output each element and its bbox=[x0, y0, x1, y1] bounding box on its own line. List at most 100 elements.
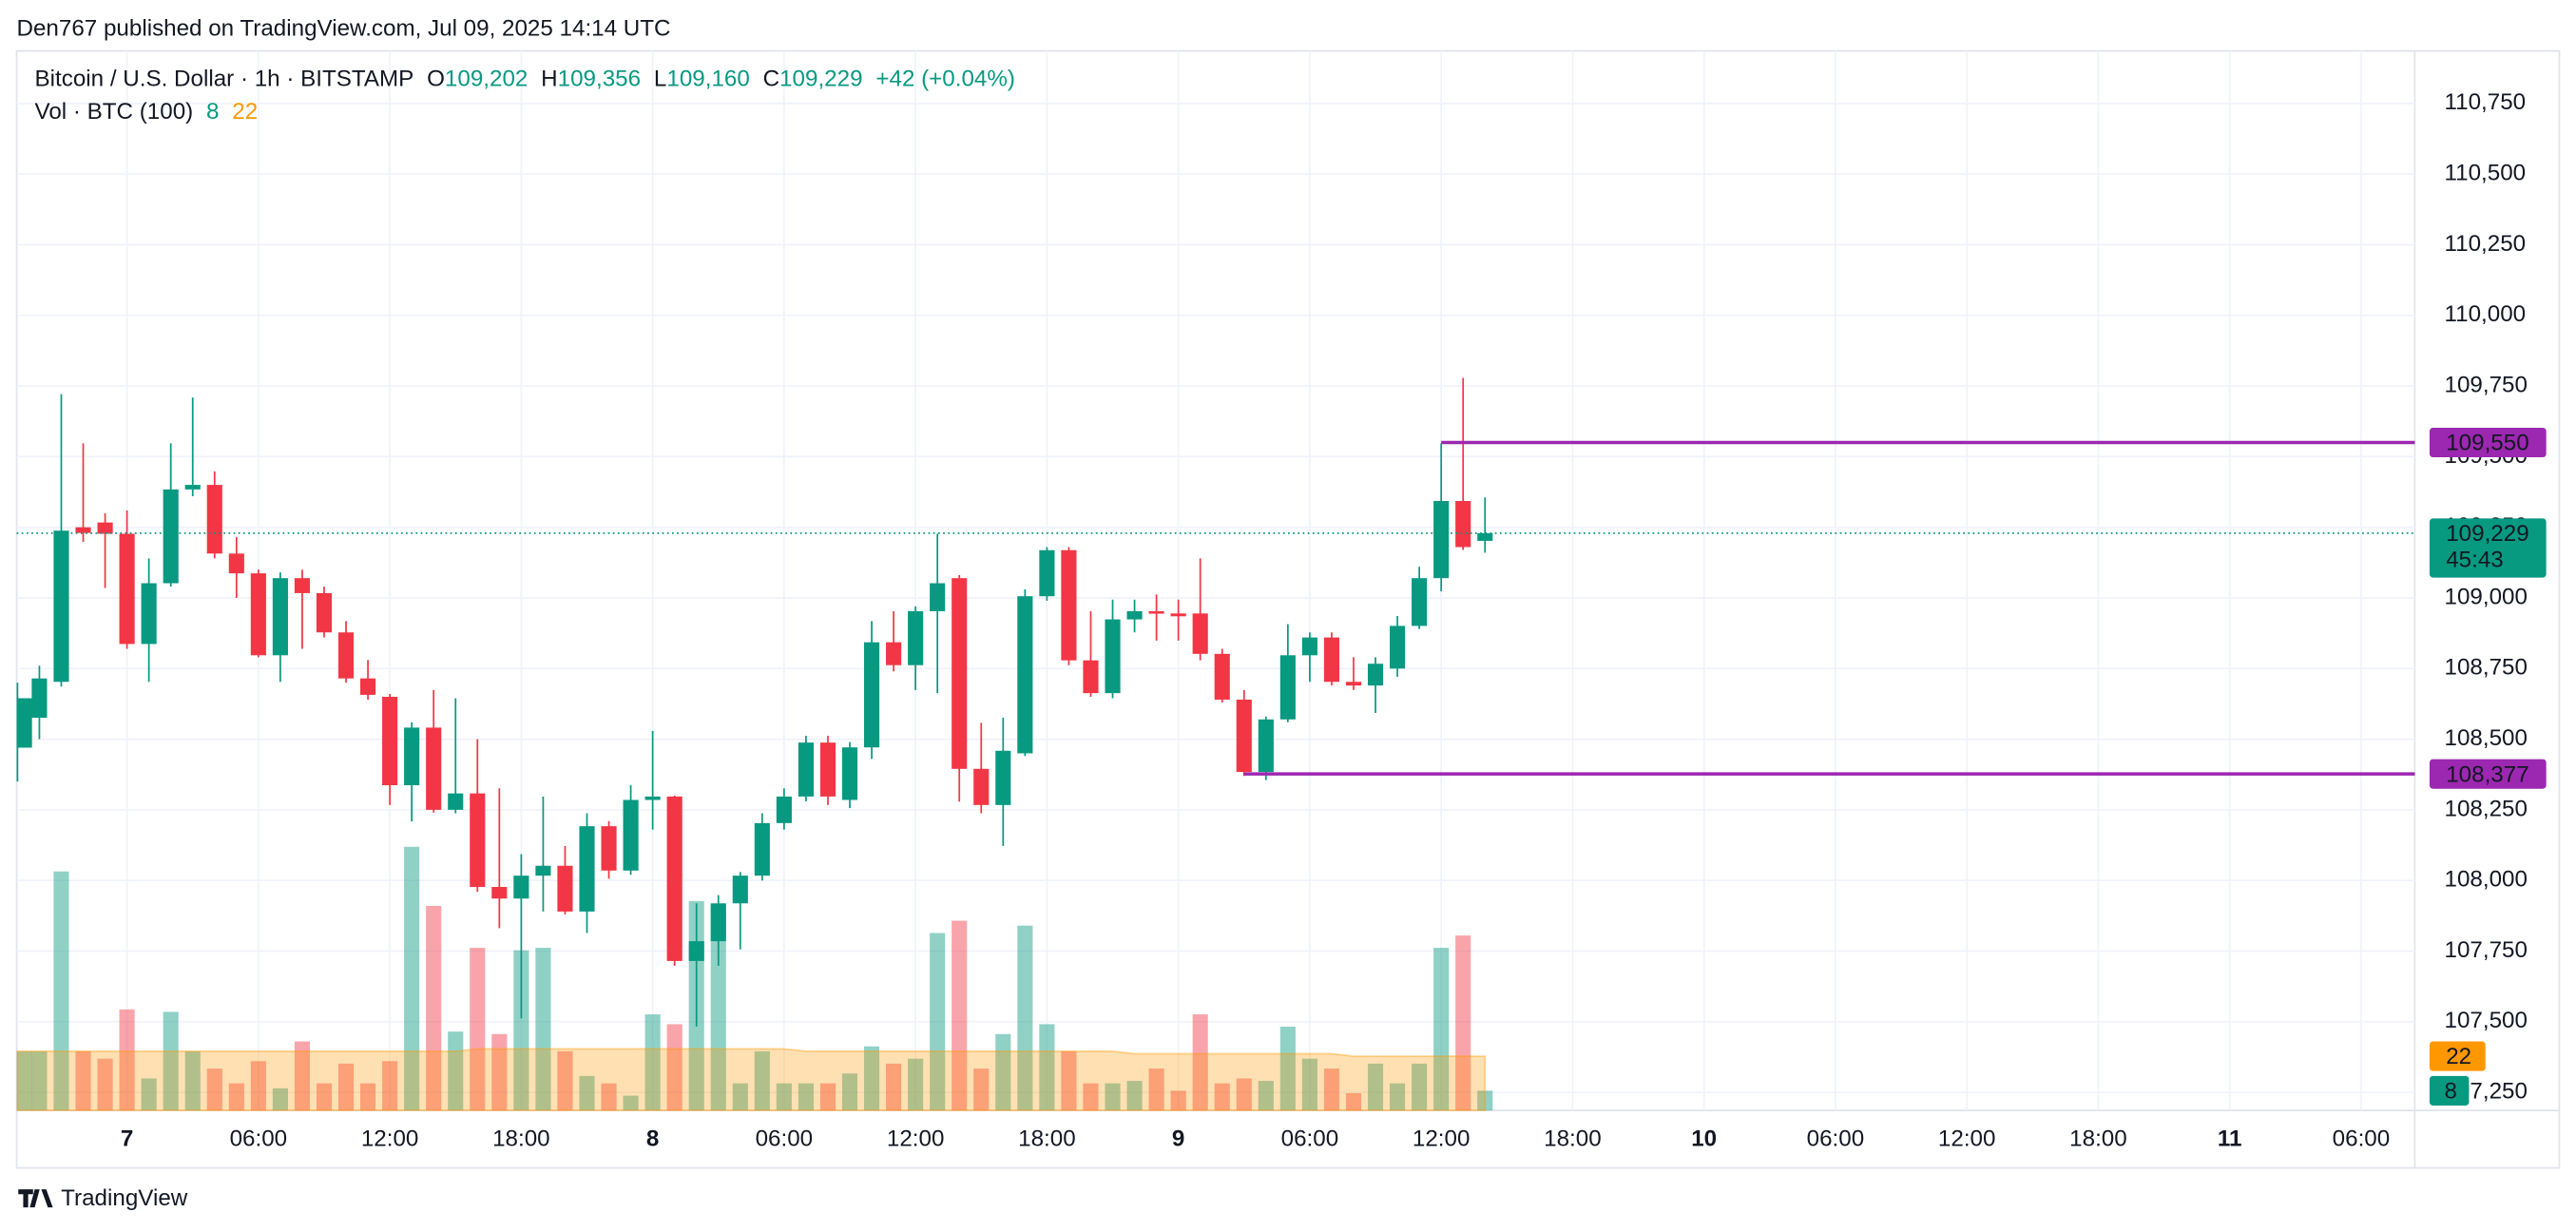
candle-body bbox=[732, 876, 748, 904]
x-tick-label: 18:00 bbox=[2069, 1126, 2127, 1152]
candle-body bbox=[75, 527, 91, 533]
candle-body bbox=[841, 747, 858, 800]
candle-body bbox=[1323, 637, 1340, 683]
candle-body bbox=[337, 632, 355, 679]
candle-body bbox=[163, 489, 179, 584]
volume-bar bbox=[886, 1063, 902, 1111]
candle-body bbox=[360, 678, 376, 695]
volume-bar bbox=[666, 1024, 682, 1111]
h-label: H bbox=[541, 67, 557, 92]
candle-body bbox=[1192, 613, 1208, 654]
candle-body bbox=[623, 799, 639, 871]
candle-body bbox=[601, 826, 617, 871]
candle-body bbox=[491, 887, 508, 899]
candle-body bbox=[97, 522, 113, 534]
brand-name: TradingView bbox=[61, 1185, 188, 1211]
candle-body bbox=[908, 610, 924, 665]
volume-bar bbox=[1323, 1068, 1340, 1111]
candle-body bbox=[184, 485, 201, 490]
volume-bar bbox=[97, 1058, 113, 1111]
candle-body bbox=[31, 678, 48, 718]
o-value: 109,202 bbox=[445, 67, 528, 92]
volume-tag bbox=[2429, 1075, 2470, 1106]
volume-bar bbox=[448, 1031, 464, 1111]
candle-body bbox=[448, 793, 464, 810]
x-tick-label: 18:00 bbox=[492, 1126, 550, 1152]
volume-bar bbox=[819, 1083, 836, 1111]
volume-bar bbox=[294, 1041, 311, 1111]
volume-bar bbox=[337, 1063, 355, 1111]
candle-body bbox=[53, 530, 69, 683]
candle-body bbox=[798, 742, 814, 797]
volume-ma-area bbox=[16, 1048, 1487, 1111]
candle-body bbox=[535, 865, 551, 876]
last-price-tag bbox=[2429, 518, 2547, 578]
candle-body bbox=[688, 941, 704, 961]
candle-body bbox=[404, 727, 420, 786]
candle-body bbox=[579, 826, 595, 912]
volume-bar bbox=[1083, 1083, 1099, 1111]
candle-body bbox=[1433, 501, 1450, 579]
candle-body bbox=[119, 533, 135, 645]
volume-bar bbox=[16, 1050, 32, 1111]
x-tick-label: 06:00 bbox=[230, 1126, 288, 1152]
candle-body bbox=[710, 903, 726, 942]
candle-body bbox=[557, 865, 573, 912]
legend: Bitcoin / U.S. Dollar · 1h · BITSTAMP O10… bbox=[35, 67, 1015, 125]
volume-bar bbox=[952, 920, 968, 1111]
candle-body bbox=[1105, 619, 1121, 694]
x-tick-label: 18:00 bbox=[1018, 1126, 1076, 1152]
y-tick-label: 110,000 bbox=[2445, 301, 2527, 327]
countdown: 45:43 bbox=[2446, 548, 2504, 573]
candle-body bbox=[1279, 655, 1296, 720]
candle-body bbox=[644, 796, 661, 800]
candle-body bbox=[141, 583, 157, 645]
y-tick-label: 109,000 bbox=[2445, 584, 2528, 609]
candle-body bbox=[1039, 549, 1055, 597]
y-tick-label: 108,250 bbox=[2445, 796, 2528, 821]
volume-bar bbox=[1214, 1083, 1230, 1111]
volume-bar bbox=[31, 1050, 48, 1111]
y-tick-label: 108,500 bbox=[2445, 725, 2528, 751]
y-tick-label: 110,750 bbox=[2445, 89, 2527, 115]
volume-bar bbox=[1345, 1092, 1362, 1111]
candle-body bbox=[1455, 501, 1471, 548]
volume-bar bbox=[1061, 1050, 1077, 1111]
volume-legend: Vol · BTC (100) 8 22 bbox=[35, 100, 259, 125]
candle-body bbox=[886, 642, 902, 665]
candle-body bbox=[930, 583, 946, 611]
candle-body bbox=[426, 727, 442, 810]
volume-bar bbox=[1126, 1081, 1143, 1111]
volume-bar bbox=[1367, 1063, 1384, 1111]
volume-ma-axis-label: 22 bbox=[2446, 1044, 2471, 1069]
candle-body bbox=[1170, 613, 1186, 617]
brand-logo bbox=[18, 1189, 53, 1208]
volume-bar bbox=[798, 1083, 814, 1111]
x-tick-label: 18:00 bbox=[1544, 1126, 1602, 1152]
volume-bar bbox=[382, 1061, 398, 1111]
volume-bar bbox=[1301, 1058, 1317, 1111]
volume-bar bbox=[184, 1050, 201, 1111]
level-tag bbox=[2429, 759, 2547, 789]
l-label: L bbox=[654, 67, 666, 92]
symbol-name: Bitcoin / U.S. Dollar · 1h · BITSTAMP bbox=[35, 67, 414, 92]
h-value: 109,356 bbox=[558, 67, 641, 92]
volume-ma-tag bbox=[2429, 1041, 2486, 1071]
volume-bar bbox=[1258, 1081, 1274, 1111]
volume-bar bbox=[360, 1083, 376, 1111]
candle-body bbox=[1390, 626, 1406, 669]
candle-body bbox=[228, 553, 244, 574]
candle-body bbox=[863, 642, 880, 748]
c-label: C bbox=[763, 67, 779, 92]
volume-bar bbox=[1236, 1078, 1252, 1111]
symbol: Bitcoin / U.S. Dollar · 1h · BITSTAMP O10… bbox=[35, 67, 1015, 92]
volume-bar bbox=[1455, 935, 1471, 1111]
candle-body bbox=[1148, 610, 1164, 614]
candle-body bbox=[272, 578, 288, 656]
volume-value: 8 bbox=[206, 100, 219, 125]
volume-bar bbox=[995, 1033, 1011, 1111]
volume-label: Vol · BTC (100) bbox=[35, 100, 194, 125]
